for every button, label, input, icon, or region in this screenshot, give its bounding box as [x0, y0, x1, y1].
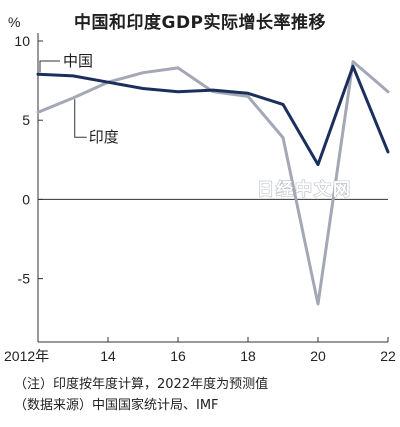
x-tick-label: 18 [240, 348, 256, 364]
x-tick-label: 2012年 [4, 348, 49, 364]
series-line-china [36, 64, 390, 167]
y-tick-label: 10 [14, 33, 30, 49]
x-tick-label: 14 [100, 348, 116, 364]
x-tick-label: 20 [310, 348, 326, 364]
axes: 10 5 0 -5 2012年 14 16 18 20 22 [4, 33, 396, 364]
y-axis-unit: % [8, 14, 20, 30]
series-layer [36, 60, 390, 306]
y-tick-label: 0 [22, 191, 30, 207]
watermark-text: 日经中文网 [257, 179, 352, 200]
india-leader-line [74, 99, 87, 138]
note-line-1: （注）印度按年度计算，2022年度为预测值 [14, 377, 269, 392]
series-line-india [36, 60, 390, 306]
series-label-india: 印度 [89, 128, 119, 146]
y-tick-label: -5 [18, 271, 31, 287]
china-leader-line [39, 60, 60, 73]
note-line-2: （数据来源）中国国家统计局、IMF [14, 398, 219, 413]
series-label-china: 中国 [63, 52, 93, 70]
chart-title: 中国和印度GDP实际增长率推移 [73, 13, 327, 33]
y-tick-label: 5 [22, 112, 30, 128]
x-tick-label: 16 [170, 348, 186, 364]
x-tick-label: 22 [380, 348, 396, 364]
chart-notes: （注）印度按年度计算，2022年度为预测值 （数据来源）中国国家统计局、IMF [14, 374, 394, 416]
